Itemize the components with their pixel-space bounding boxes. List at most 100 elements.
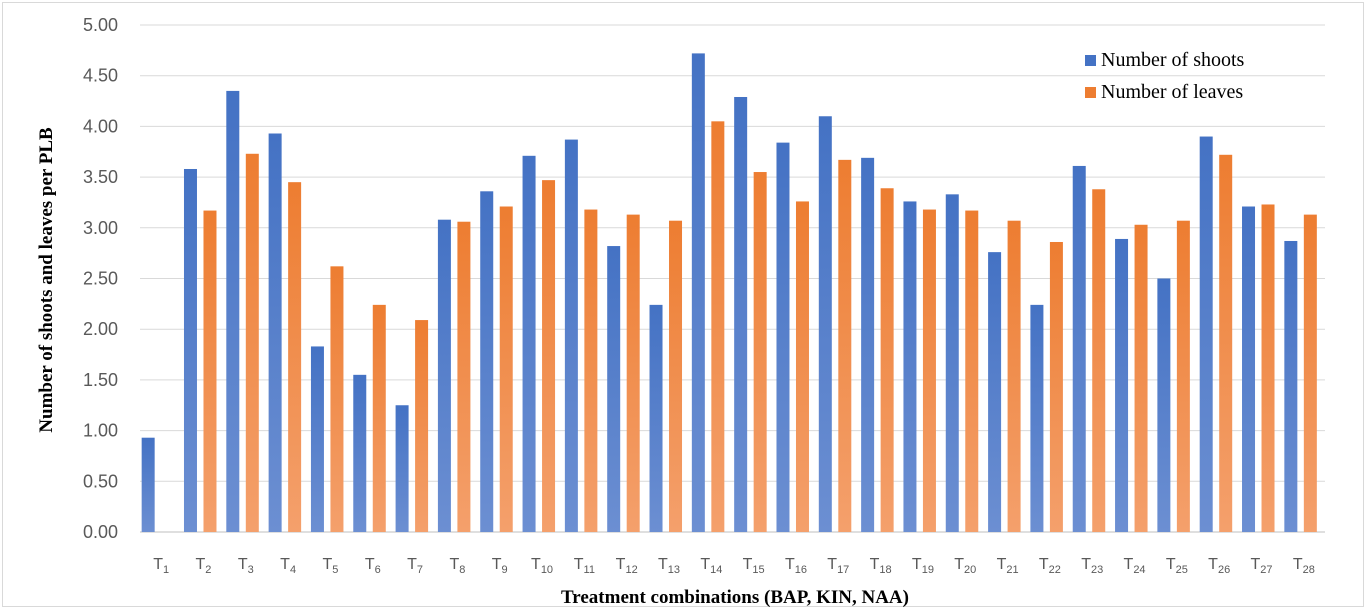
legend-label: Number of leaves — [1101, 81, 1243, 103]
x-tick-label: T17 — [827, 556, 849, 576]
x-tick-label: T27 — [1251, 556, 1273, 576]
bar-shoots — [480, 191, 494, 532]
bar-leaves — [922, 209, 936, 532]
bar-shoots — [1284, 240, 1298, 532]
y-axis-ticks: 0.00 0.50 1.00 1.50 2.00 2.50 3.00 3.50 4.00 4.50… — [83, 15, 118, 542]
bars — [141, 53, 1317, 533]
legend-label: Number of shoots — [1101, 49, 1245, 71]
bar-shoots — [141, 437, 155, 532]
bar-leaves — [288, 182, 302, 533]
x-tick-label: T15 — [743, 556, 765, 576]
x-tick-label: T5 — [322, 556, 338, 576]
x-tick-label: T14 — [700, 556, 722, 576]
y-tick-label: 4.50 — [83, 66, 118, 86]
bar-leaves — [965, 210, 979, 532]
bar-leaves — [330, 266, 344, 532]
x-tick-label: T6 — [365, 556, 381, 576]
bar-leaves — [1219, 154, 1233, 533]
bar-leaves — [245, 153, 259, 532]
x-tick-label: T24 — [1124, 556, 1146, 576]
legend-swatch — [1085, 87, 1096, 98]
x-tick-label: T7 — [407, 556, 423, 576]
y-tick-label: 4.00 — [83, 116, 118, 136]
bar-leaves — [753, 172, 767, 532]
bar-leaves — [838, 159, 852, 532]
x-tick-label: T4 — [280, 556, 296, 576]
bar-leaves — [1007, 220, 1021, 532]
x-tick-label: T16 — [785, 556, 807, 576]
bar-leaves — [711, 121, 725, 532]
bar-leaves — [584, 209, 598, 532]
x-tick-label: T23 — [1081, 556, 1103, 576]
x-tick-label: T19 — [912, 556, 934, 576]
bar-leaves — [372, 304, 386, 532]
bar-leaves — [1261, 204, 1275, 532]
bar-shoots — [649, 304, 663, 532]
x-tick-label: T12 — [616, 556, 638, 576]
bar-shoots — [268, 133, 282, 533]
bar-shoots — [776, 142, 790, 532]
bar-leaves — [542, 180, 556, 532]
bar-shoots — [1072, 165, 1086, 533]
bar-shoots — [310, 346, 324, 532]
y-tick-label: 2.50 — [83, 269, 118, 289]
x-tick-label: T22 — [1039, 556, 1061, 576]
bar-leaves — [1303, 214, 1317, 533]
x-tick-label: T18 — [870, 556, 892, 576]
y-tick-label: 3.50 — [83, 167, 118, 187]
y-axis-title: Number of shoots and leaves per PLB — [36, 127, 57, 433]
y-tick-label: 0.50 — [83, 471, 118, 491]
x-tick-label: T13 — [658, 556, 680, 576]
bar-leaves — [1134, 224, 1148, 532]
x-axis-ticks: T1 T2 T3 T4 T5 T6 T7 T8 T9 T10 T11 T12 T13 T14 T15 T16 T… — [153, 556, 1315, 576]
bar-leaves — [499, 206, 513, 533]
bar-leaves — [1176, 220, 1190, 532]
x-tick-label: T28 — [1293, 556, 1315, 576]
bar-shoots — [1030, 304, 1044, 532]
bar-shoots — [988, 252, 1002, 533]
bar-leaves — [415, 320, 429, 532]
bar-shoots — [691, 53, 705, 532]
x-tick-label: T8 — [449, 556, 465, 576]
bar-shoots — [437, 219, 451, 533]
bar-shoots — [607, 246, 621, 532]
bar-shoots — [945, 194, 959, 532]
legend: Number of shoots Number of leaves — [1085, 49, 1245, 103]
x-tick-label: T21 — [997, 556, 1019, 576]
bar-shoots — [818, 116, 832, 532]
bar-leaves — [626, 214, 640, 533]
bar-leaves — [880, 188, 894, 532]
bar-shoots — [1115, 238, 1129, 533]
bar-shoots — [183, 168, 197, 532]
bar-shoots — [861, 157, 875, 533]
x-tick-label: T9 — [492, 556, 508, 576]
bar-shoots — [564, 139, 578, 532]
bar-shoots — [1157, 278, 1171, 532]
bar-shoots — [1199, 136, 1213, 533]
x-tick-label: T2 — [196, 556, 212, 576]
y-tick-label: 1.00 — [83, 421, 118, 441]
x-tick-label: T25 — [1166, 556, 1188, 576]
x-tick-label: T3 — [238, 556, 254, 576]
bar-leaves — [203, 210, 217, 532]
bar-shoots — [903, 201, 917, 532]
bar-shoots — [522, 155, 536, 532]
x-tick-label: T1 — [153, 556, 169, 576]
x-tick-label: T26 — [1208, 556, 1230, 576]
bar-leaves — [1049, 241, 1063, 532]
y-tick-label: 1.50 — [83, 370, 118, 390]
bar-leaves — [795, 201, 809, 532]
bar-leaves — [669, 220, 683, 532]
bar-shoots — [353, 374, 367, 532]
y-tick-label: 5.00 — [83, 15, 118, 35]
bar-shoots — [395, 405, 409, 532]
y-tick-label: 2.00 — [83, 319, 118, 339]
bar-shoots — [226, 90, 240, 532]
bar-leaves — [457, 221, 471, 532]
x-tick-label: T10 — [531, 556, 553, 576]
bar-shoots — [1242, 206, 1256, 533]
bar-leaves — [1092, 189, 1106, 532]
y-tick-label: 0.00 — [83, 522, 118, 542]
